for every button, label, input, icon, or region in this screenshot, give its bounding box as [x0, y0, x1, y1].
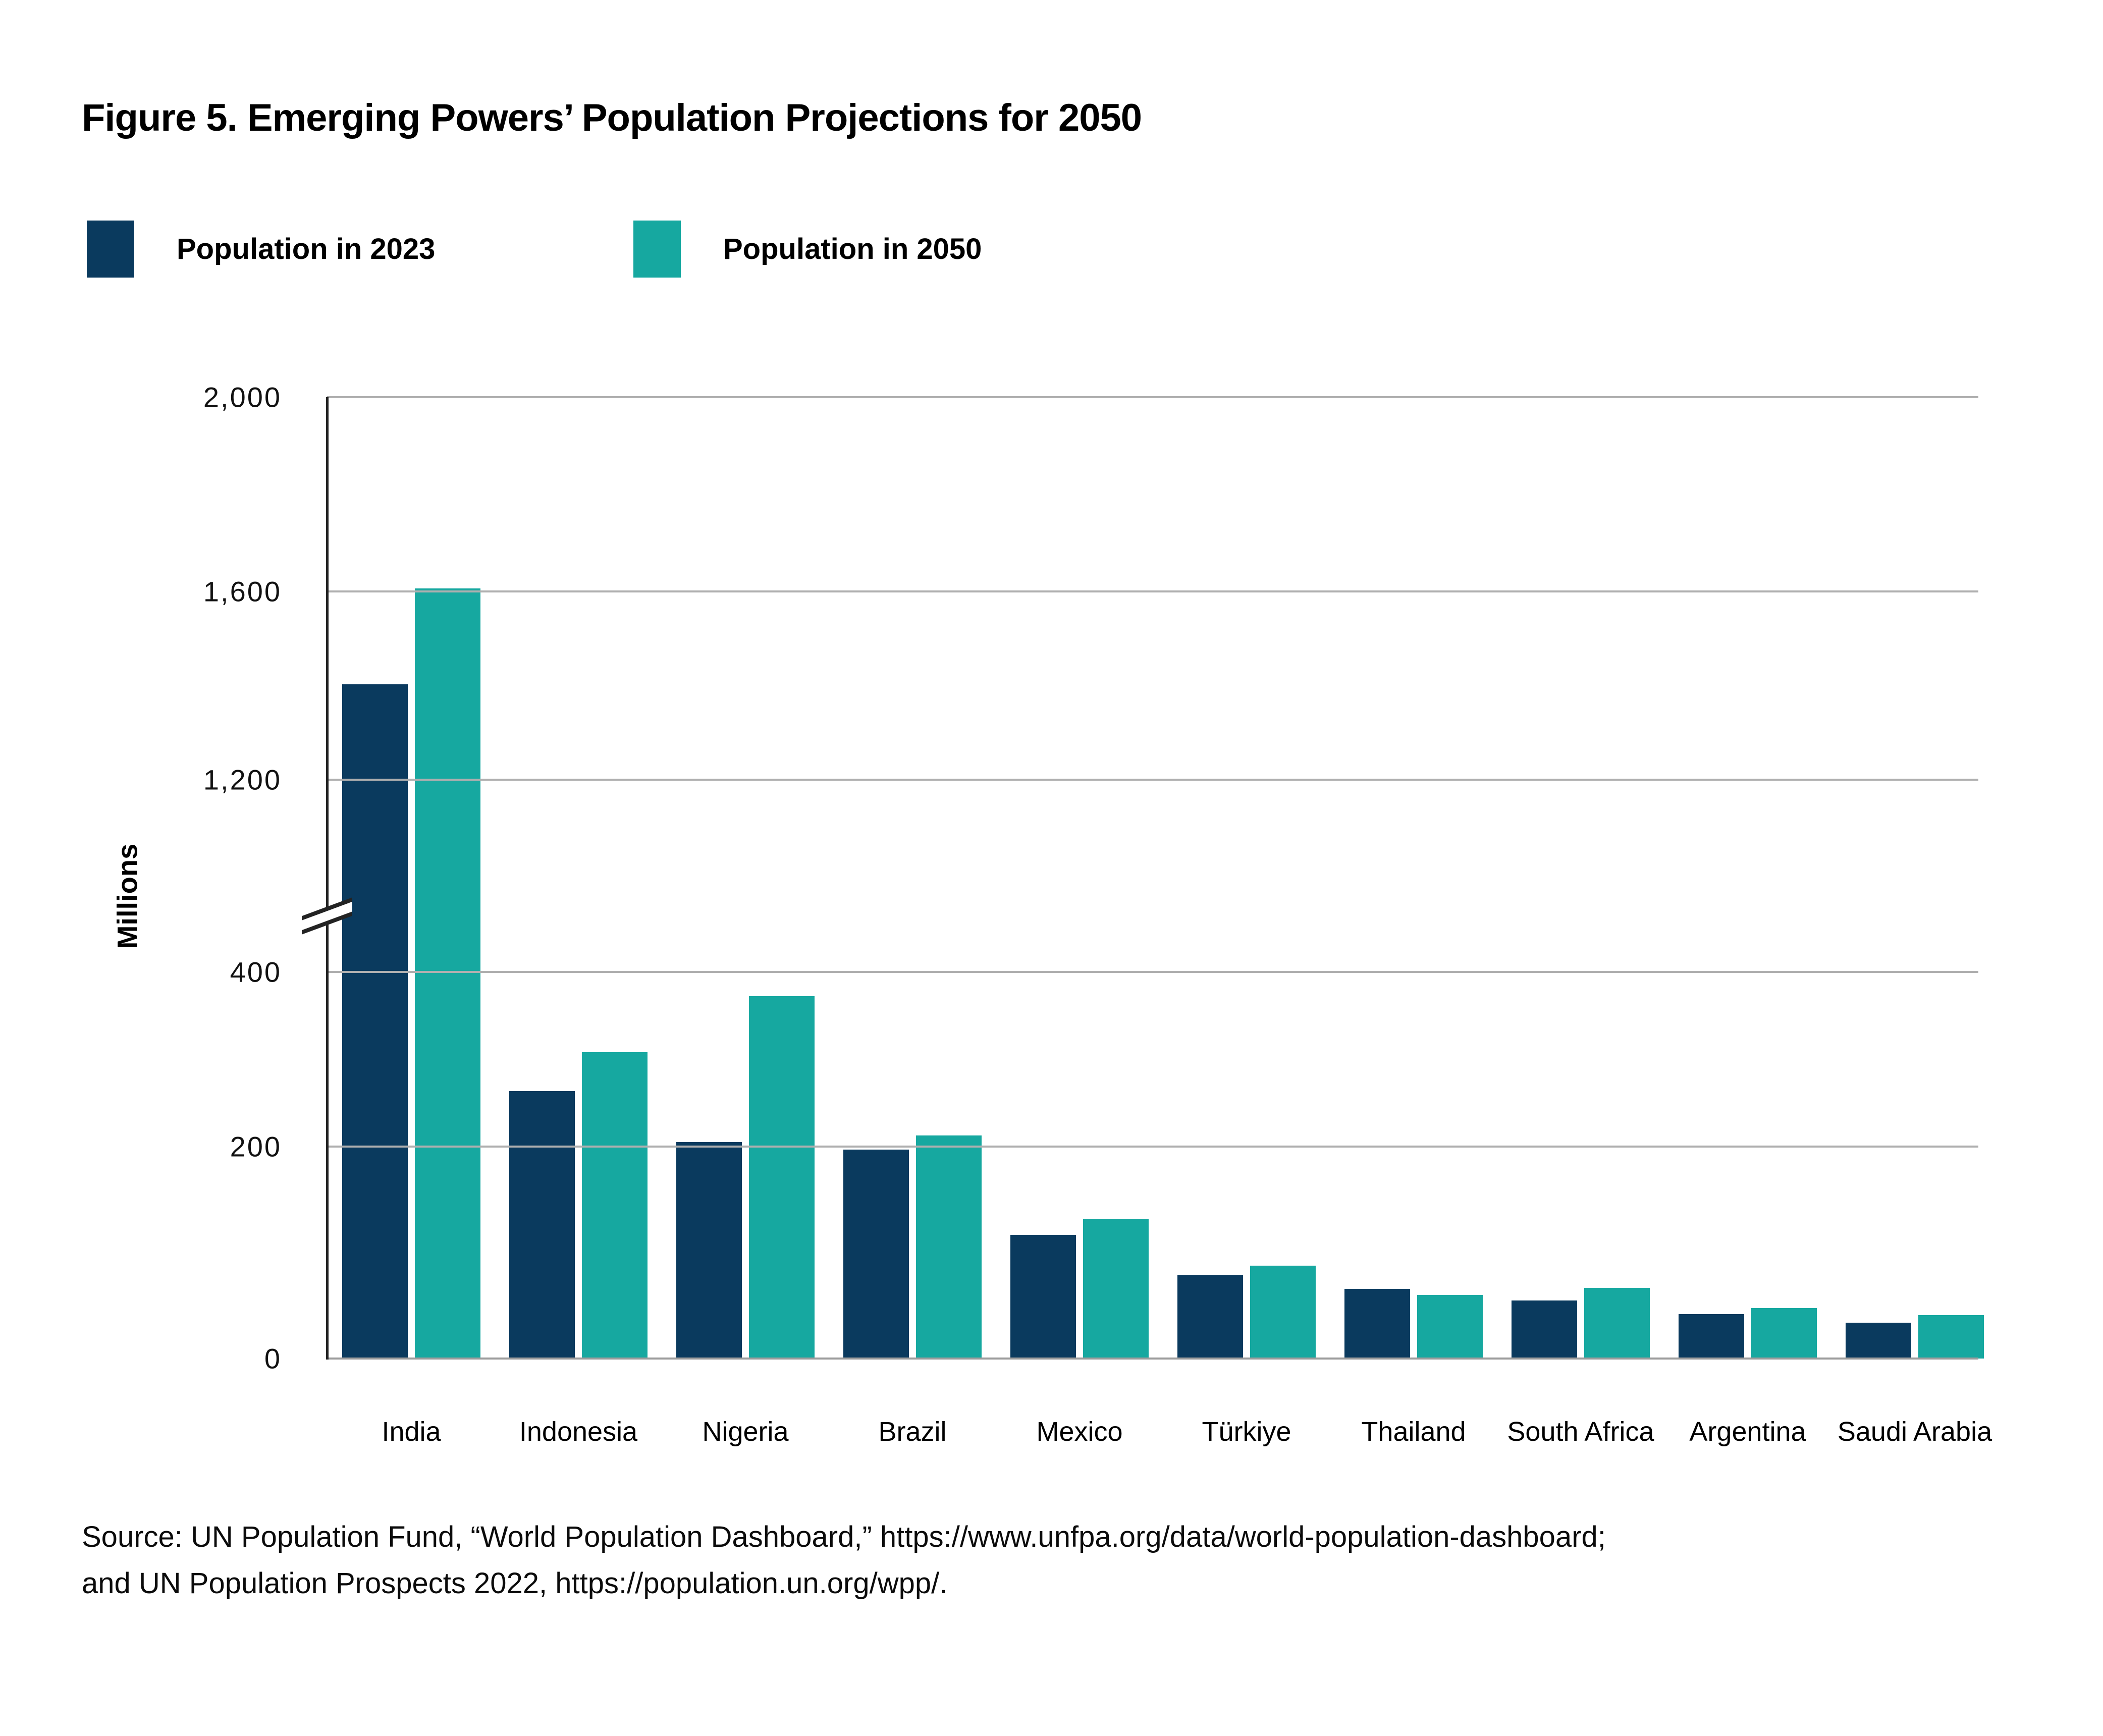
bar-2023-indonesia: [509, 1091, 575, 1359]
gridline-1200: [327, 779, 1978, 781]
x-label-argentina: Argentina: [1689, 1417, 1806, 1447]
x-label-south-africa: South Africa: [1507, 1417, 1654, 1447]
x-label-mexico: Mexico: [1036, 1417, 1123, 1447]
axis-break-icon: [302, 897, 352, 935]
x-label-brazil: Brazil: [878, 1417, 947, 1447]
legend-swatch-2023-icon: [87, 221, 134, 278]
source-line-2: and UN Population Prospects 2022, https:…: [82, 1567, 948, 1600]
bar-2023-t-rkiye: [1177, 1275, 1243, 1359]
figure-title: Figure 5. Emerging Powers’ Population Pr…: [82, 96, 1142, 139]
x-label-india: India: [382, 1417, 441, 1447]
gridline-200: [327, 1145, 1978, 1148]
bar-2023-thailand: [1344, 1289, 1410, 1359]
y-tick-label-400: 400: [230, 956, 282, 988]
y-axis-line: [326, 397, 329, 1360]
bar-2023-argentina: [1679, 1314, 1744, 1359]
plot-area: [302, 396, 1984, 1360]
bar-2023-nigeria: [676, 1142, 742, 1359]
bar-2023-mexico: [1010, 1234, 1076, 1359]
y-tick-label-1200: 1,200: [203, 764, 282, 796]
y-tick-label-1600: 1,600: [203, 575, 282, 608]
y-tick-label-2000: 2,000: [203, 381, 282, 413]
x-label-t-rkiye: Türkiye: [1202, 1417, 1291, 1447]
legend-item-2050: Population in 2050: [633, 221, 982, 278]
bar-2050-brazil: [916, 1135, 982, 1359]
gridline-1600: [327, 590, 1978, 593]
legend-item-2023: Population in 2023: [87, 221, 435, 278]
bar-2023-india: [342, 684, 408, 1359]
y-axis-tick-labels: 0 200 400 1,200 1,600 2,000: [76, 382, 282, 1375]
bar-2050-nigeria: [749, 996, 815, 1359]
bar-2023-saudi-arabia: [1846, 1323, 1911, 1359]
bar-2050-south-africa: [1584, 1288, 1650, 1359]
legend-label-2023: Population in 2023: [177, 233, 436, 265]
bar-2050-argentina: [1751, 1308, 1817, 1359]
legend-label-2050: Population in 2050: [723, 233, 982, 265]
y-tick-label-200: 200: [230, 1130, 282, 1163]
y-tick-label-0: 0: [264, 1342, 282, 1375]
bar-2023-south-africa: [1512, 1300, 1577, 1359]
source-note: Source: UN Population Fund, “World Popul…: [82, 1514, 1606, 1607]
x-axis-line: [327, 1358, 1978, 1360]
x-label-indonesia: Indonesia: [519, 1417, 638, 1447]
source-line-1: Source: UN Population Fund, “World Popul…: [82, 1521, 1606, 1553]
x-label-thailand: Thailand: [1361, 1417, 1466, 1447]
bar-2050-india: [415, 588, 480, 1359]
legend-swatch-2050-icon: [633, 221, 681, 278]
bar-2050-t-rkiye: [1250, 1266, 1316, 1359]
x-axis-labels: India Indonesia Nigeria Brazil Mexico Türkiye…: [327, 1416, 1992, 1456]
gridline-400: [327, 971, 1978, 973]
bar-2050-thailand: [1417, 1294, 1483, 1359]
x-label-nigeria: Nigeria: [702, 1417, 789, 1447]
bar-2050-indonesia: [582, 1052, 648, 1359]
x-label-saudi-arabia: Saudi Arabia: [1837, 1417, 1992, 1447]
bar-2023-brazil: [843, 1150, 909, 1359]
bar-2050-saudi-arabia: [1918, 1315, 1984, 1359]
gridline-2000: [327, 396, 1978, 398]
bar-2050-mexico: [1083, 1219, 1149, 1359]
